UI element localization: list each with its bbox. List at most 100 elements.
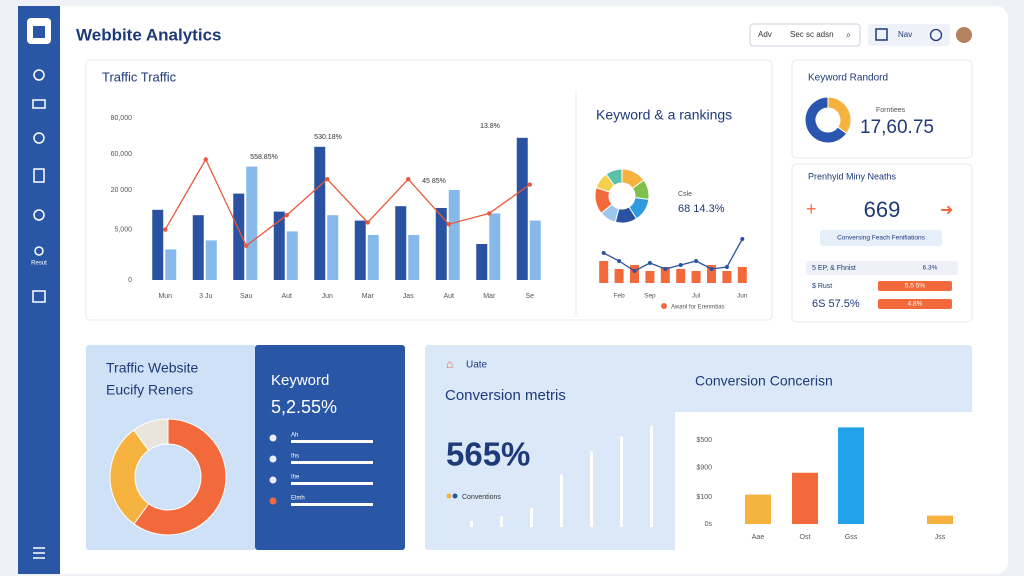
y-tick-label: 80,000 <box>111 115 133 122</box>
nav-icon[interactable] <box>32 290 46 303</box>
traffic-card <box>85 59 773 321</box>
donut-slice <box>804 96 848 144</box>
card-subtitle: Eucify Reners <box>106 382 193 398</box>
line-point <box>203 157 208 162</box>
donut-slice <box>605 168 623 187</box>
growth-bar <box>590 451 593 527</box>
x-tick-label: Mar <box>483 293 496 300</box>
sidebar-label: Resut <box>31 261 47 267</box>
row-icon <box>269 455 277 463</box>
annotation: 558.85% <box>250 154 278 161</box>
chart-title: Conversion Concerisn <box>695 373 833 389</box>
y-tick-label: 0 <box>128 277 132 284</box>
pill <box>878 299 952 309</box>
nav-button[interactable] <box>868 24 950 46</box>
card-title: Traffic Website <box>106 360 199 376</box>
row-bar <box>291 440 373 443</box>
donut-slice <box>133 418 169 452</box>
y-tick-label: 60,000 <box>111 151 133 158</box>
row-bar <box>291 503 373 506</box>
x-tick-label: Mun <box>158 293 172 300</box>
bar <box>448 190 460 280</box>
bar <box>838 427 864 524</box>
metric: 68 14.3% <box>678 203 725 215</box>
line-point <box>284 213 289 218</box>
bar <box>246 166 258 280</box>
x-tick-label: Aut <box>281 293 292 300</box>
row-icon <box>269 434 277 442</box>
nav-icon[interactable] <box>33 69 45 81</box>
x-tick-label: Jun <box>322 293 333 300</box>
x-tick-label: Ost <box>800 534 811 541</box>
y-tick-label: 5,000 <box>114 226 132 233</box>
bar <box>314 146 326 280</box>
row-label: Elmh <box>291 496 305 502</box>
legend-swatch <box>661 303 667 309</box>
nav-icon[interactable] <box>34 246 44 256</box>
x-tick-label: Mar <box>362 293 375 300</box>
nav-label: Nav <box>898 30 912 39</box>
sidebar <box>18 6 60 574</box>
bar <box>676 269 686 283</box>
rows: Ah Ihs Ihe Elmh <box>269 433 373 506</box>
growth-bar <box>530 508 533 527</box>
trend-line <box>164 157 531 247</box>
legend-swatch <box>452 493 458 499</box>
line-point <box>244 243 249 248</box>
chart-panel <box>675 412 972 550</box>
metric: 5,2.55% <box>271 397 337 417</box>
line-point <box>446 222 451 227</box>
nav-icon[interactable] <box>33 132 45 144</box>
row-icon <box>269 497 277 505</box>
home-icon: ⌂ <box>446 357 453 371</box>
avatar[interactable] <box>956 27 972 43</box>
growth-bar <box>500 516 503 527</box>
card-title: Keyword & a rankings <box>596 107 732 123</box>
line-point <box>724 265 729 269</box>
bar <box>691 271 701 283</box>
nav-icon[interactable] <box>33 209 45 221</box>
nav-icon <box>875 28 888 41</box>
arrow-icon: ➜ <box>940 202 953 219</box>
bar <box>660 267 670 283</box>
bar <box>599 261 609 283</box>
sidebar-icons <box>32 69 46 559</box>
metric: 669 <box>864 197 901 222</box>
bar <box>630 265 639 283</box>
line-point <box>617 259 622 263</box>
metric: 565% <box>446 436 530 473</box>
x-tick-label: Se <box>525 293 534 300</box>
search-icon: ⌕ <box>846 29 851 39</box>
line-point <box>163 227 168 232</box>
line-point <box>365 220 370 225</box>
app-title: Webbite Analytics <box>76 25 221 44</box>
legend-label: Awanl for Erenmtias <box>671 305 725 311</box>
row-label: 5 EP, & Fhnist <box>812 265 856 272</box>
bar <box>152 209 164 280</box>
bar <box>286 231 298 280</box>
bar <box>165 249 177 280</box>
line-point <box>663 267 668 271</box>
label: Uate <box>466 360 488 371</box>
nav-icon[interactable] <box>33 168 45 183</box>
line-point <box>487 211 492 216</box>
row-bar <box>291 482 373 485</box>
bar <box>722 271 732 283</box>
search-hint: Sec sc adsn <box>790 30 834 39</box>
bar <box>205 240 217 280</box>
bar <box>395 206 407 280</box>
pill <box>820 230 942 246</box>
x-tick-label: Jas <box>403 293 414 300</box>
bar <box>927 515 953 524</box>
line-point <box>740 237 745 241</box>
bar <box>737 267 747 283</box>
y-tick-label: $900 <box>696 465 712 472</box>
search-label: Adv <box>758 30 772 39</box>
growth-bar <box>560 474 563 527</box>
x-tick-label: Gss <box>845 534 858 541</box>
y-tick-label: $500 <box>696 437 712 444</box>
search-box[interactable] <box>749 23 861 47</box>
nav-icon[interactable] <box>32 99 46 109</box>
line-point <box>632 269 637 273</box>
